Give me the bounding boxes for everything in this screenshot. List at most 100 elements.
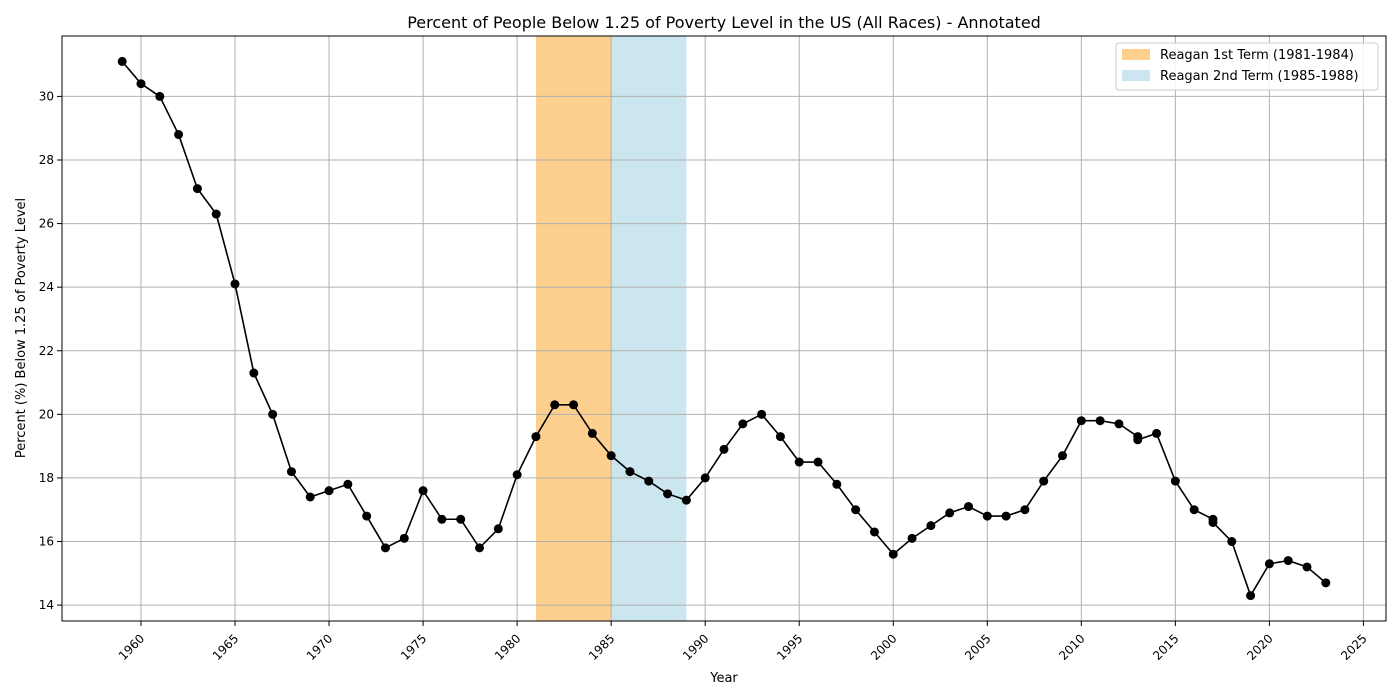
data-point bbox=[550, 400, 560, 410]
data-point bbox=[117, 56, 127, 66]
legend-swatch-reagan-2nd-term bbox=[1122, 70, 1150, 81]
data-point bbox=[663, 489, 673, 499]
data-point bbox=[493, 524, 503, 534]
data-point bbox=[1321, 578, 1331, 588]
data-point bbox=[1095, 416, 1105, 426]
data-point bbox=[174, 130, 184, 140]
data-point bbox=[1039, 476, 1049, 486]
data-point bbox=[1114, 419, 1124, 429]
x-tick-label: 1980 bbox=[492, 631, 523, 662]
data-point bbox=[192, 184, 202, 194]
data-point bbox=[869, 527, 879, 537]
data-point bbox=[1058, 451, 1068, 461]
data-point bbox=[399, 533, 409, 543]
legend-label-reagan-1st-term: Reagan 1st Term (1981-1984) bbox=[1160, 48, 1354, 63]
x-tick-label: 1990 bbox=[680, 631, 711, 662]
data-point bbox=[606, 451, 616, 461]
y-tick-label: 18 bbox=[39, 471, 54, 485]
data-point bbox=[832, 479, 842, 489]
series-layer bbox=[117, 56, 1331, 601]
data-point bbox=[362, 511, 372, 521]
data-point bbox=[851, 505, 861, 515]
data-point bbox=[1152, 428, 1162, 438]
y-tick-label: 28 bbox=[39, 153, 54, 167]
data-point bbox=[1189, 505, 1199, 515]
data-point bbox=[1246, 591, 1256, 601]
data-point bbox=[230, 279, 240, 289]
data-point bbox=[437, 514, 447, 524]
x-tick-label: 1975 bbox=[398, 631, 429, 662]
data-point bbox=[926, 521, 936, 531]
data-point bbox=[268, 409, 278, 419]
y-ticks: 14 16 18 20 22 24 26 28 30 bbox=[39, 89, 62, 612]
y-tick-label: 22 bbox=[39, 344, 54, 358]
x-tick-label: 1960 bbox=[116, 631, 147, 662]
data-point bbox=[1264, 559, 1274, 569]
data-point bbox=[324, 486, 334, 496]
y-tick-label: 16 bbox=[39, 535, 54, 549]
data-point bbox=[813, 457, 823, 467]
data-point bbox=[286, 467, 296, 477]
data-point bbox=[625, 467, 635, 477]
x-tick-label: 2000 bbox=[868, 631, 899, 662]
data-point bbox=[136, 79, 146, 89]
data-point bbox=[418, 486, 428, 496]
x-ticks: 1960 1965 1970 1975 1980 1985 1990 1995 2000 2005… bbox=[116, 621, 1370, 663]
data-point bbox=[700, 473, 710, 483]
data-point bbox=[888, 549, 898, 559]
data-point bbox=[1020, 505, 1030, 515]
legend-label-reagan-2nd-term: Reagan 2nd Term (1985-1988) bbox=[1160, 69, 1359, 84]
legend: Reagan 1st Term (1981-1984) Reagan 2nd T… bbox=[1115, 42, 1379, 91]
data-point bbox=[982, 511, 992, 521]
data-point bbox=[531, 432, 541, 442]
y-axis-label: Percent (%) Below 1.25 of Poverty Level bbox=[14, 198, 29, 458]
series-line bbox=[121, 60, 1327, 598]
x-tick-label: 2005 bbox=[962, 631, 993, 662]
data-point bbox=[757, 409, 767, 419]
data-point bbox=[963, 502, 973, 512]
data-point bbox=[775, 432, 785, 442]
x-tick-label: 1985 bbox=[586, 631, 617, 662]
x-tick-label: 1965 bbox=[210, 631, 241, 662]
chart-title: Percent of People Below 1.25 of Poverty … bbox=[407, 13, 1041, 32]
y-tick-label: 26 bbox=[39, 217, 54, 231]
data-point bbox=[155, 91, 165, 101]
legend-box bbox=[1115, 42, 1379, 91]
legend-swatch-reagan-1st-term bbox=[1122, 49, 1150, 60]
data-point bbox=[945, 508, 955, 518]
data-point bbox=[1302, 562, 1312, 572]
data-point bbox=[1283, 556, 1293, 566]
x-tick-label: 1995 bbox=[774, 631, 805, 662]
data-point bbox=[569, 400, 579, 410]
data-point bbox=[475, 543, 485, 553]
data-point bbox=[305, 492, 315, 502]
span-1 bbox=[535, 36, 612, 621]
y-tick-label: 24 bbox=[39, 280, 54, 294]
data-point bbox=[512, 470, 522, 480]
data-point bbox=[1227, 537, 1237, 547]
x-axis-label: Year bbox=[709, 671, 738, 686]
data-point bbox=[1001, 511, 1011, 521]
y-tick-label: 30 bbox=[39, 89, 54, 103]
data-point bbox=[738, 419, 748, 429]
data-point bbox=[456, 514, 466, 524]
data-point bbox=[343, 479, 353, 489]
data-point bbox=[380, 543, 390, 553]
grid-layer bbox=[62, 36, 1386, 621]
data-point bbox=[1170, 476, 1180, 486]
data-point bbox=[587, 428, 597, 438]
data-point bbox=[681, 495, 691, 505]
data-point bbox=[644, 476, 654, 486]
data-point bbox=[249, 368, 259, 378]
plot-frame bbox=[61, 35, 1387, 622]
x-tick-label: 2020 bbox=[1244, 631, 1275, 662]
span-2 bbox=[611, 36, 687, 621]
data-point bbox=[719, 444, 729, 454]
y-tick-label: 20 bbox=[39, 407, 54, 421]
data-point bbox=[907, 533, 917, 543]
x-tick-label: 2025 bbox=[1338, 631, 1369, 662]
y-tick-label: 14 bbox=[39, 598, 54, 612]
data-point bbox=[211, 209, 221, 219]
x-tick-label: 2015 bbox=[1150, 631, 1181, 662]
